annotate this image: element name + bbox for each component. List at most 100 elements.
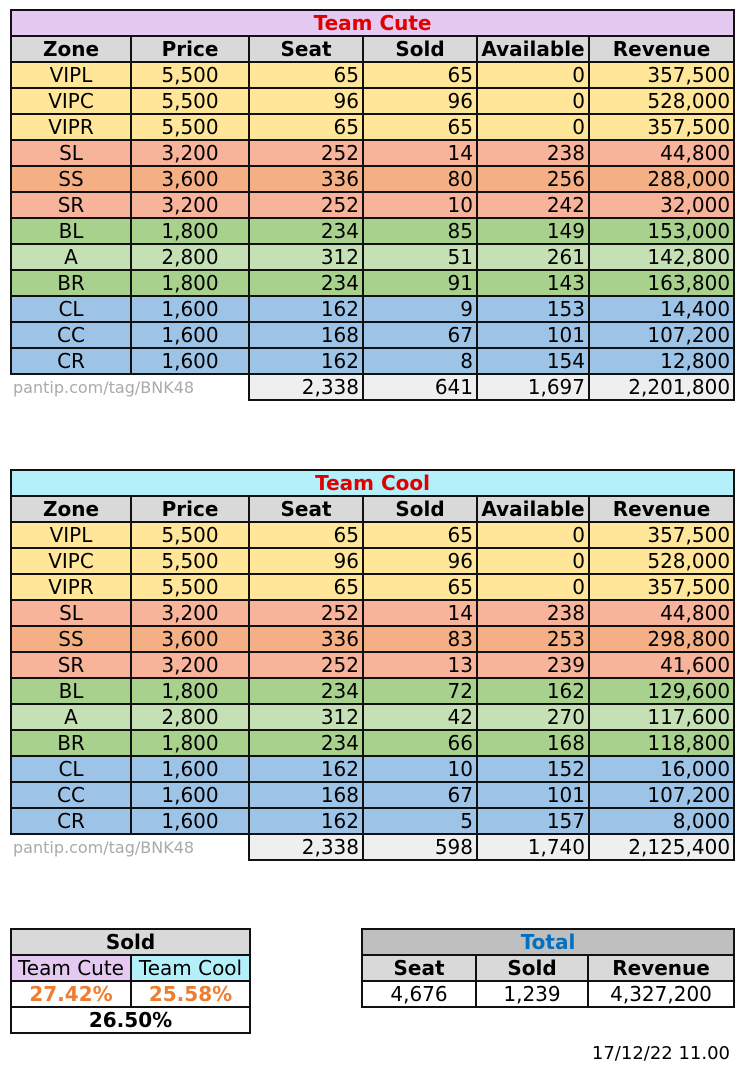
cell-zone: BL	[10, 217, 132, 245]
cell-sold: 65	[362, 113, 478, 141]
cell-price: 5,500	[130, 573, 250, 601]
table-row: VIPC 5,500 96 96 0 528,000	[10, 547, 736, 575]
cell-price: 3,200	[130, 651, 250, 679]
cell-available: 154	[476, 347, 590, 375]
cell-sold: 83	[362, 625, 478, 653]
table-row: VIPL 5,500 65 65 0 357,500	[10, 61, 736, 89]
cell-available: 0	[476, 547, 590, 575]
cell-price: 1,800	[130, 677, 250, 705]
cell-zone: CC	[10, 321, 132, 349]
cell-revenue: 44,800	[587, 599, 736, 627]
column-header-revenue: Revenue	[587, 35, 736, 63]
team-cute-sold-pct: 27.42%	[10, 980, 132, 1008]
total-summary-title: Total	[360, 928, 736, 956]
cell-sold: 65	[362, 61, 478, 89]
cell-revenue: 357,500	[587, 573, 736, 601]
cell-seat: 96	[248, 547, 364, 575]
cell-price: 1,600	[130, 295, 250, 323]
cell-available: 101	[476, 781, 590, 809]
cell-revenue: 118,800	[587, 729, 736, 757]
total-revenue-value: 4,327,200	[586, 980, 736, 1008]
cell-seat: 234	[248, 677, 364, 705]
cell-sold: 85	[362, 217, 478, 245]
cell-price: 1,600	[130, 321, 250, 349]
cell-seat: 252	[248, 599, 364, 627]
table-row: VIPL 5,500 65 65 0 357,500	[10, 521, 736, 549]
cell-revenue: 14,400	[587, 295, 736, 323]
cell-seat: 234	[248, 729, 364, 757]
cell-price: 1,600	[130, 347, 250, 375]
table-row: VIPR 5,500 65 65 0 357,500	[10, 113, 736, 141]
cell-price: 2,800	[130, 243, 250, 271]
table-row: A 2,800 312 42 270 117,600	[10, 703, 736, 731]
cell-sold: 66	[362, 729, 478, 757]
cell-price: 3,600	[130, 625, 250, 653]
cell-price: 2,800	[130, 703, 250, 731]
cell-available: 253	[476, 625, 590, 653]
team-cool-table: Team Cool Zone Price Seat Sold Available Reven…	[9, 469, 736, 861]
cell-price: 5,500	[130, 547, 250, 575]
cell-price: 1,800	[130, 217, 250, 245]
cell-revenue: 153,000	[587, 217, 736, 245]
cell-available: 261	[476, 243, 590, 271]
total-seat-header: Seat	[361, 954, 477, 982]
cell-price: 5,500	[130, 61, 250, 89]
cell-sold: 10	[362, 755, 478, 783]
cell-zone: CC	[10, 781, 132, 809]
cell-available: 238	[476, 139, 590, 167]
cell-sold: 67	[362, 321, 478, 349]
watermark: pantip.com/tag/BNK48	[13, 378, 195, 397]
cell-price: 1,600	[130, 755, 250, 783]
watermark: pantip.com/tag/BNK48	[13, 838, 195, 857]
totals-row: pantip.com/tag/BNK48 2,338 641 1,697 2,201,8…	[11, 373, 736, 401]
timestamp: 17/12/22 11.00	[591, 1043, 730, 1064]
total-sold: 641	[362, 373, 478, 401]
table-row: BR 1,800 234 91 143 163,800	[10, 269, 736, 297]
cell-seat: 252	[248, 651, 364, 679]
cell-revenue: 357,500	[587, 521, 736, 549]
cell-seat: 252	[248, 139, 364, 167]
cell-revenue: 12,800	[587, 347, 736, 375]
table-row: SR 3,200 252 10 242 32,000	[10, 191, 736, 219]
total-seat: 2,338	[248, 833, 364, 861]
column-header-sold: Sold	[362, 495, 478, 523]
cell-zone: SR	[10, 191, 132, 219]
table-row: CC 1,600 168 67 101 107,200	[10, 781, 736, 809]
table-row: CL 1,600 162 10 152 16,000	[10, 755, 736, 783]
cell-seat: 65	[248, 113, 364, 141]
column-header-available: Available	[476, 35, 590, 63]
table-title: Team Cool	[9, 469, 736, 497]
cell-sold: 5	[362, 807, 478, 835]
cell-sold: 96	[362, 547, 478, 575]
cell-available: 0	[476, 61, 590, 89]
cell-sold: 9	[362, 295, 478, 323]
cell-sold: 14	[362, 139, 478, 167]
column-header-zone: Zone	[10, 495, 132, 523]
table-row: CL 1,600 162 9 153 14,400	[10, 295, 736, 323]
cell-zone: CL	[10, 755, 132, 783]
sold-summary-title: Sold	[9, 928, 252, 956]
table-row: A 2,800 312 51 261 142,800	[10, 243, 736, 271]
cell-revenue: 357,500	[587, 113, 736, 141]
cell-sold: 65	[362, 573, 478, 601]
total-sold-value: 1,239	[475, 980, 589, 1008]
column-header-price: Price	[130, 35, 250, 63]
cell-zone: SR	[10, 651, 132, 679]
total-sold-header: Sold	[475, 954, 589, 982]
cell-sold: 80	[362, 165, 478, 193]
team-cool-sold-pct: 25.58%	[129, 980, 252, 1008]
cell-seat: 65	[248, 573, 364, 601]
cell-revenue: 288,000	[587, 165, 736, 193]
team-cute-table: Team Cute Zone Price Seat Sold Available Reven…	[9, 9, 736, 401]
cell-available: 0	[476, 521, 590, 549]
cell-sold: 8	[362, 347, 478, 375]
cell-zone: VIPL	[10, 61, 132, 89]
cell-zone: A	[10, 703, 132, 731]
cell-revenue: 107,200	[587, 781, 736, 809]
cell-sold: 67	[362, 781, 478, 809]
cell-revenue: 528,000	[587, 87, 736, 115]
cell-price: 5,500	[130, 87, 250, 115]
cell-zone: BR	[10, 729, 132, 757]
cell-available: 153	[476, 295, 590, 323]
cell-zone: CR	[10, 807, 132, 835]
